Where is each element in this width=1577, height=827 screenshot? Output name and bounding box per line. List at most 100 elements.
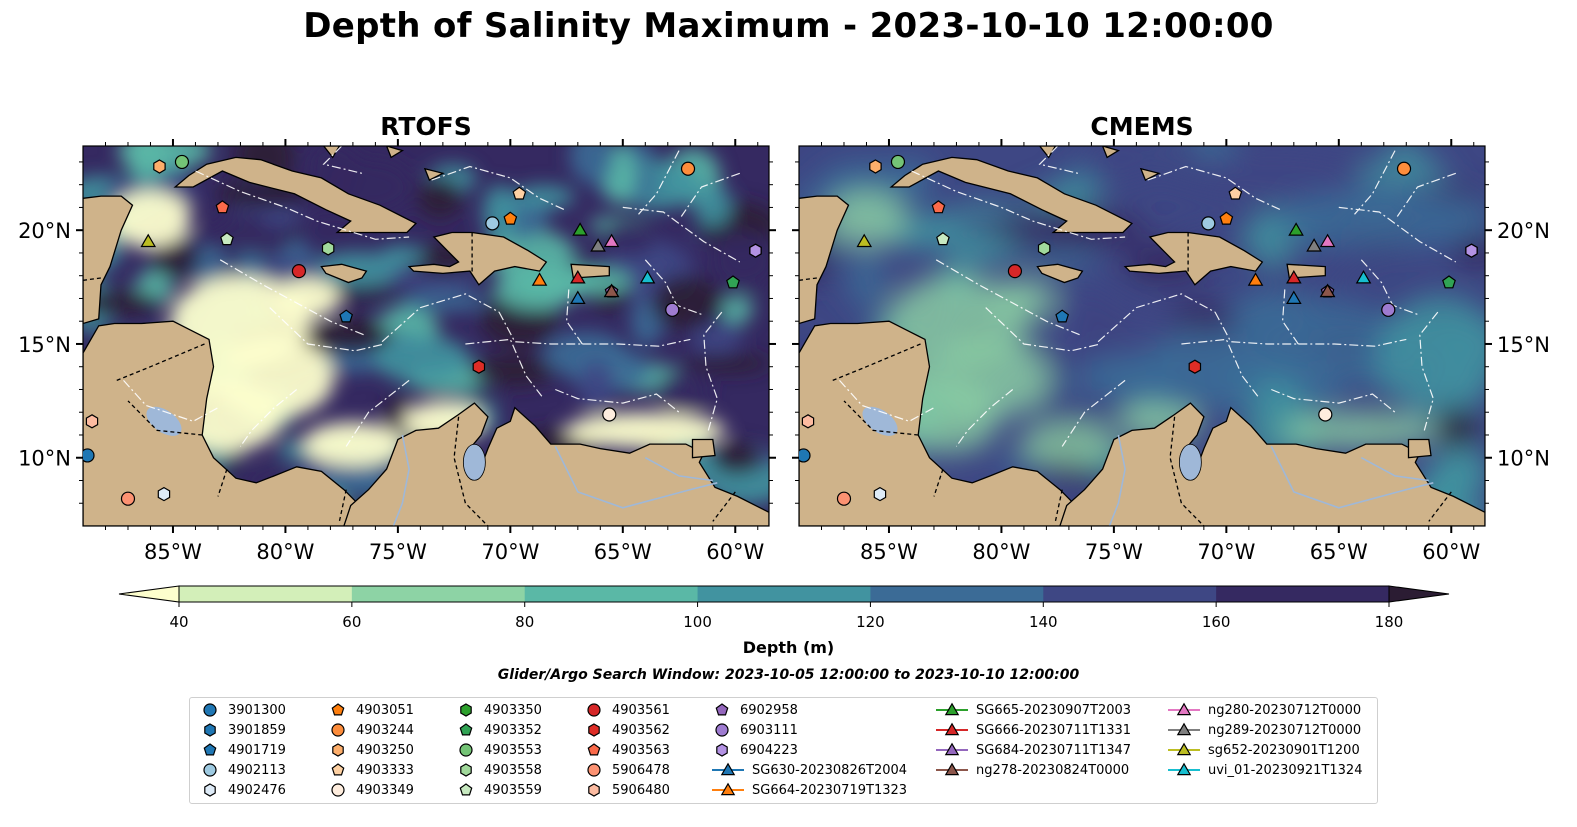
- legend-item: 3901859: [198, 720, 286, 740]
- legend-marker-4903350: [460, 703, 472, 717]
- marker-ng289-20230712T0000: [1306, 238, 1322, 252]
- legend-label: 4903561: [612, 702, 670, 718]
- map-panel-rtofs: 85°W 80°W 75°W 70°W 65°W 60°W 20°N 15°N 10°N: [18, 139, 776, 564]
- legend-item: 4903562: [582, 720, 670, 740]
- colorbar-segment: [351, 586, 526, 602]
- legend-item: SG664-20230719T1323: [710, 780, 907, 800]
- legend-marker-SG666-20230711T1331: [936, 722, 968, 736]
- legend-symbol: [331, 703, 345, 716]
- legend-symbol: [203, 743, 217, 756]
- legend-marker-4903563: [587, 743, 601, 756]
- legend-symbol: [716, 743, 728, 757]
- legend-label: 4903352: [484, 722, 542, 738]
- legend-marker-4903558: [460, 763, 472, 777]
- legend-marker-4903562: [588, 723, 600, 737]
- legend-marker-3901859: [204, 723, 216, 737]
- legend-marker-SG684-20230711T1347: [936, 742, 968, 756]
- legend-item: 4903349: [326, 780, 414, 800]
- legend-label: 3901300: [228, 702, 286, 718]
- legend-item: 4903561: [582, 700, 670, 720]
- marker-6904223: [1465, 243, 1478, 258]
- marker-ng278-20230824T0000: [1319, 283, 1336, 298]
- legend-marker-4903352: [459, 723, 473, 736]
- legend-symbol: [460, 703, 472, 717]
- marker-4902476: [873, 486, 887, 502]
- legend-marker-4903244: [331, 723, 345, 737]
- legend-marker-4903561: [587, 703, 601, 717]
- marker-4903349: [602, 407, 617, 422]
- colorbar-segment: [870, 586, 1044, 602]
- legend-item: 5906478: [582, 760, 670, 780]
- marker-4902113: [485, 216, 500, 231]
- legend-label: uvi_01-20230921T1324: [1208, 762, 1363, 778]
- colorbar-tick-label: 140: [1029, 613, 1058, 631]
- legend-symbol: [720, 782, 736, 796]
- legend-marker-4902476: [204, 783, 216, 797]
- marker-4903349: [1318, 407, 1333, 422]
- marker-4903051: [1219, 211, 1234, 225]
- legend-symbol: [203, 763, 217, 777]
- marker-4903333: [1228, 186, 1243, 200]
- legend-symbol: [1176, 702, 1192, 716]
- marker-SG666-20230711T1331: [1286, 269, 1302, 284]
- x-tick-label: 65°W: [594, 540, 652, 564]
- colorbar-tick-label: 100: [683, 613, 712, 631]
- legend-item: 6904223: [710, 740, 798, 760]
- legend-marker-5906480: [588, 783, 600, 797]
- legend-item: 4901719: [198, 740, 286, 760]
- legend-marker-4903250: [332, 743, 344, 757]
- marker-SG665-20230907T2003: [572, 222, 588, 236]
- x-tick-label: 70°W: [1197, 540, 1255, 564]
- colorbar-tick-label: 40: [169, 613, 188, 631]
- marker-sg652-20230901T1200: [856, 233, 873, 248]
- legend-item: 4903559: [454, 780, 542, 800]
- legend-label: 4902113: [228, 762, 286, 778]
- legend-item: ng280-20230712T0000: [1166, 700, 1361, 720]
- legend-marker-sg652-20230901T1200: [1168, 742, 1200, 756]
- legend-item: 5906480: [582, 780, 670, 800]
- search-window-note: Glider/Argo Search Window: 2023-10-05 12…: [497, 667, 1080, 683]
- legend-marker-ng289-20230712T0000: [1168, 722, 1200, 736]
- panel-title-cmems: CMEMS: [1090, 112, 1194, 141]
- legend-label: 4901719: [228, 742, 286, 758]
- legend-symbol: [204, 723, 216, 737]
- marker-4901719: [339, 309, 354, 323]
- marker-4903553: [174, 154, 190, 170]
- map-panel-cmems: 85°W 80°W 75°W 70°W 65°W 60°W 20°N 15°N 10°N: [792, 139, 1550, 564]
- marker-3901300: [799, 448, 811, 463]
- legend-label: 4903244: [356, 722, 414, 738]
- colorbar-label: Depth (m): [742, 638, 835, 657]
- colorbar-tick-label: 80: [515, 613, 534, 631]
- y-tick-label: 20°N: [18, 219, 71, 243]
- marker-4903559: [220, 232, 234, 246]
- colorbar: 40 60 80 100 120 140 160 180: [118, 585, 1450, 631]
- legend: 3901300 3901859 4901719 4902113 4902476 49030…: [189, 697, 1378, 804]
- legend-item: 4903244: [326, 720, 414, 740]
- marker-ng278-20230824T0000: [603, 283, 620, 298]
- marker-4902476: [157, 486, 171, 502]
- legend-marker-SG665-20230907T2003: [936, 702, 968, 716]
- legend-symbol: [204, 783, 216, 797]
- colorbar-tick-label: 120: [856, 613, 885, 631]
- marker-4903558: [1037, 241, 1051, 256]
- legend-marker-6902958: [715, 703, 729, 716]
- legend-item: 4903553: [454, 740, 542, 760]
- marker-5906478: [120, 491, 136, 506]
- x-tick-label: 75°W: [1085, 540, 1143, 564]
- marker-ng280-20230712T0000: [603, 233, 620, 248]
- legend-symbol: [944, 762, 960, 776]
- marker-4903561: [1007, 264, 1023, 279]
- legend-symbol: [1176, 762, 1192, 776]
- legend-symbol: [459, 783, 473, 796]
- legend-marker-ng278-20230824T0000: [936, 762, 968, 776]
- marker-4903559: [936, 232, 950, 246]
- legend-item: 4902113: [198, 760, 286, 780]
- legend-item: 4903352: [454, 720, 542, 740]
- legend-symbol: [944, 722, 960, 736]
- marker-5906478: [836, 491, 852, 506]
- marker-4903563: [215, 200, 230, 214]
- legend-item: uvi_01-20230921T1324: [1166, 760, 1362, 780]
- legend-symbol: [715, 723, 729, 737]
- legend-label: SG665-20230907T2003: [976, 702, 1132, 718]
- legend-item: 4903350: [454, 700, 542, 720]
